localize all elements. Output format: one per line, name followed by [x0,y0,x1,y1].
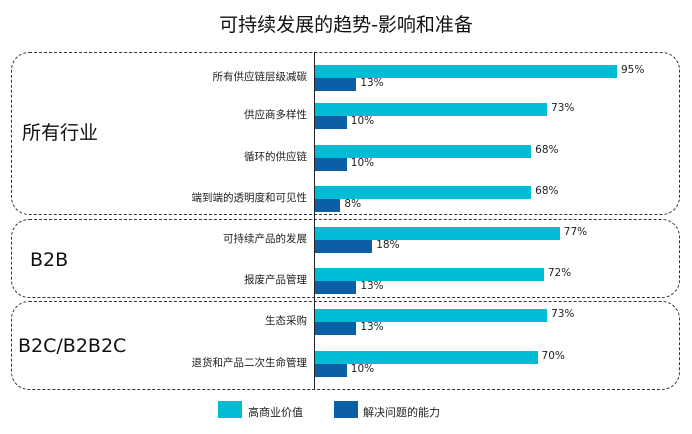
bar-high-value [315,186,532,199]
bar-high-value [315,65,617,78]
data-label: 77% [563,226,588,238]
data-label: 73% [551,308,575,320]
bar-capability [315,199,341,212]
data-label: 13% [360,321,384,333]
bar-high-value [315,309,548,322]
category-label: 端到端的透明度和可见性 [191,192,308,204]
bar-high-value [315,227,560,240]
data-label: 10% [350,363,375,375]
category-label: 所有供应链层级减碳 [212,71,308,83]
bar-capability [315,281,357,294]
data-label: 95% [621,64,645,76]
category-label: 报废产品管理 [244,274,307,286]
bar-capability [315,78,357,91]
group-label-b2c: B2C/B2B2C [18,335,127,357]
group-box-b2b [11,219,680,298]
group-label-all-industries: 所有行业 [22,122,99,144]
data-label: 70% [541,350,565,362]
group-box-b2c [11,301,680,390]
data-label: 73% [551,102,575,114]
data-label: 10% [350,157,375,169]
bar-capability [315,240,373,253]
bar-high-value [315,268,544,281]
data-label: 68% [535,144,559,156]
category-label: 退货和产品二次生命管理 [191,357,308,369]
category-label: 生态采购 [265,315,307,327]
bar-capability [315,322,357,335]
data-label: 18% [376,239,400,251]
bar-high-value [315,351,538,364]
category-label: 循环的供应链 [244,151,307,163]
category-label: 可持续产品的发展 [223,233,307,245]
data-label: 72% [547,267,572,279]
category-axis-line [314,52,315,390]
data-label: 8% [344,198,362,210]
legend-swatch-high-value [218,401,242,418]
bar-high-value [315,145,532,158]
data-label: 13% [360,77,384,89]
data-label: 13% [360,280,384,292]
data-label: 10% [350,115,375,127]
bar-capability [315,158,347,171]
bar-capability [315,364,347,377]
bar-high-value [315,103,548,116]
legend-swatch-capability [334,401,358,418]
legend-label-high-value: 高商业价值 [248,406,303,419]
chart-title: 可持续发展的趋势-影响和准备 [219,14,473,36]
data-label: 68% [535,185,559,197]
group-label-b2b: B2B [30,249,69,271]
legend-label-capability: 解决问题的能力 [363,406,440,419]
bar-capability [315,116,347,129]
group-box-all-industries [11,52,680,215]
category-label: 供应商多样性 [244,109,307,121]
